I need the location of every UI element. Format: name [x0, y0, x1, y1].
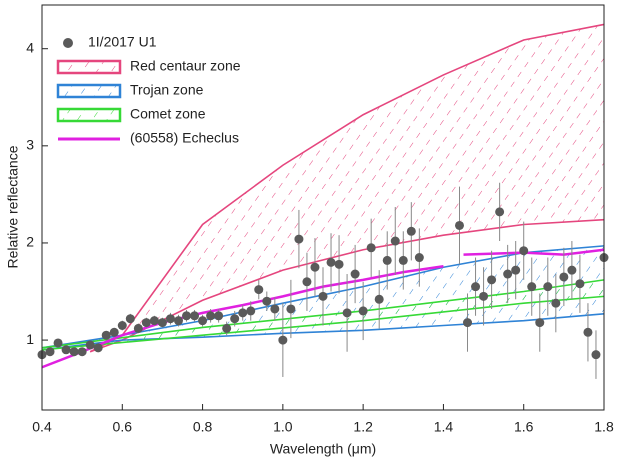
legend-swatch [56, 107, 122, 123]
data-point [262, 296, 272, 306]
data-point [45, 347, 55, 357]
data-point [125, 314, 135, 324]
data-point [294, 234, 304, 244]
data-point [495, 207, 505, 217]
data-point [487, 275, 497, 285]
data-point [543, 282, 553, 292]
data-point [342, 308, 352, 318]
data-point [535, 318, 545, 328]
data-point [326, 257, 336, 267]
data-point [551, 298, 561, 308]
data-point [318, 291, 328, 301]
data-point [141, 318, 151, 328]
data-point [390, 236, 400, 246]
x-tick-label: 1.4 [434, 419, 454, 435]
x-tick-label: 1.2 [353, 419, 373, 435]
data-point [583, 327, 593, 337]
data-point [254, 285, 264, 295]
plot-frame [41, 4, 605, 411]
data-point [133, 323, 143, 333]
data-point [182, 311, 192, 321]
data-point [350, 269, 360, 279]
data-point [270, 304, 280, 314]
data-point [398, 255, 408, 265]
data-point [519, 246, 529, 256]
legend-label: 1I/2017 U1 [88, 34, 157, 50]
data-point [198, 316, 208, 326]
y-tick-label: 1 [26, 331, 34, 347]
x-tick-label: 1.0 [273, 419, 293, 435]
data-point [559, 272, 569, 282]
x-tick-label: 1.8 [594, 419, 614, 435]
data-point [591, 350, 601, 360]
data-point [101, 330, 111, 340]
y-axis-label: Relative reflectance [5, 145, 21, 268]
data-point [503, 269, 513, 279]
data-point [382, 255, 392, 265]
x-tick-label: 0.4 [32, 419, 52, 435]
data-point [463, 318, 473, 328]
data-point [117, 321, 127, 331]
data-point [238, 308, 248, 318]
legend-label: Red centaur zone [130, 58, 241, 74]
y-tick-label: 2 [26, 234, 34, 250]
zone-boundary [89, 23, 605, 353]
data-point [109, 327, 119, 337]
x-tick-label: 1.6 [514, 419, 534, 435]
data-point [77, 347, 87, 357]
data-point [206, 311, 216, 321]
data-point [278, 335, 288, 345]
legend-label: (60558) Echeclus [130, 130, 239, 146]
data-point [575, 279, 585, 289]
legend-marker [63, 38, 73, 48]
data-point [454, 220, 464, 230]
data-point [310, 262, 320, 272]
data-point [190, 311, 200, 321]
y-tick-label: 3 [26, 137, 34, 153]
zone-fill [42, 279, 604, 350]
data-point [85, 340, 95, 350]
data-point [222, 323, 232, 333]
zone-fill [90, 24, 604, 352]
data-point [173, 316, 183, 326]
legend-label: Comet zone [130, 106, 206, 122]
data-point [286, 304, 296, 314]
data-point [61, 345, 71, 355]
x-tick-label: 0.8 [193, 419, 213, 435]
data-point [53, 338, 63, 348]
data-point [567, 265, 577, 275]
data-point [406, 226, 416, 236]
legend-swatch [56, 59, 122, 75]
data-point [214, 311, 224, 321]
data-point [471, 282, 481, 292]
data-point [149, 316, 159, 326]
data-point [374, 294, 384, 304]
data-point [527, 282, 537, 292]
legend-label: Trojan zone [130, 82, 204, 98]
data-point [479, 291, 489, 301]
data-point [302, 277, 312, 287]
data-point [157, 318, 167, 328]
data-point [334, 259, 344, 269]
data-point [69, 347, 79, 357]
x-tick-label: 0.6 [113, 419, 133, 435]
data-point [230, 314, 240, 324]
data-point [165, 314, 175, 324]
data-point [366, 243, 376, 253]
data-point [414, 253, 424, 263]
data-point [511, 265, 521, 275]
data-point [246, 306, 256, 316]
x-axis-label: Wavelength (μm) [270, 441, 376, 457]
legend-swatch [56, 83, 122, 99]
data-point [358, 306, 368, 316]
y-tick-label: 4 [26, 39, 34, 55]
data-point [93, 343, 103, 353]
